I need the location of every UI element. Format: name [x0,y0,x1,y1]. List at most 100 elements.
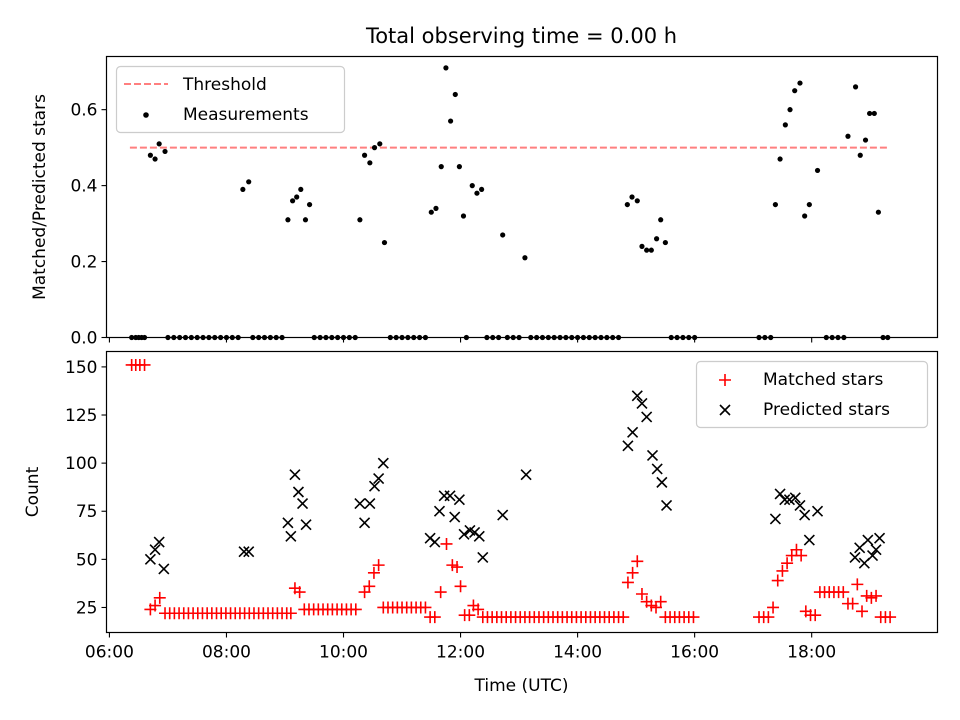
predicted-stars-point [354,497,366,510]
count-y-axis-ticks: 25 50 75 100 125 150 [65,358,107,618]
measurements-point [438,164,444,170]
measurements-point [448,118,454,124]
predicted-stars-point [289,469,301,481]
measurements-point [875,209,881,215]
measurements-point [456,164,462,170]
matched-stars-point [837,586,850,599]
measurements-point [298,186,304,193]
matched-stars-point [687,611,700,624]
measurements-point [289,198,296,204]
count-x-tick-label: 10:00 [319,643,368,663]
measurements-point [285,217,291,223]
measurements-point [629,194,635,200]
measurements-point [782,122,788,128]
predicted-stars-point [444,490,456,502]
ratio-panel: 0.0 0.2 0.4 0.6 Matched/Predicted stars Thr… [30,55,939,349]
measurements-point [797,80,803,86]
ratio-y-tick-label: 0.0 [70,329,97,349]
matched-stars-point [454,580,467,593]
ratio-y-tick-label: 0.6 [70,101,97,121]
measurements-point [500,232,506,238]
matched-stars-point [635,588,648,601]
matched-stars-point [284,607,297,620]
measurements-point [469,183,475,189]
count-y-tick-label: 150 [65,358,97,378]
measurements-point [644,247,650,253]
measurements-point [653,236,660,242]
matched-stars-point [153,591,166,604]
predicted-stars-point [149,544,161,556]
predicted-stars-point [622,440,634,452]
measurements-point [624,201,630,208]
predicted-stars-point [477,551,489,564]
predicted-stars-point [769,513,781,525]
ratio-y-tick-label: 0.4 [70,177,97,197]
measurements-point [240,186,246,193]
measurements-point [852,84,859,90]
measurements-point [662,239,668,246]
count-plot-marks [125,358,897,624]
measurements-point [377,141,383,147]
measurements-point [806,201,812,208]
predicted-stars-point [453,494,465,506]
predicted-stars-point [144,553,156,565]
measurements-point [443,65,449,71]
measurements-legend-swatch [143,112,149,118]
predicted-stars-point [377,457,389,469]
predicted-stars-point [285,530,297,542]
matched-stars-point [349,603,362,616]
measurements-point [845,133,851,139]
predicted-stars-point [243,546,255,558]
matched-stars-point [440,537,453,550]
predicted-stars-point [429,536,441,548]
matched-stars-point [771,574,784,587]
count-plot-frame [105,350,939,634]
count-y-tick-label: 25 [76,598,98,618]
predicted-stars-point [641,411,653,423]
measurements-point [522,255,528,261]
predicted-stars-point [811,505,824,517]
count-legend-box [695,360,929,429]
matched-stars-point [434,586,447,599]
measurements-point [357,217,363,223]
count-y-tick-label: 100 [65,454,97,474]
count-legend: Matched stars Predicted stars [695,360,929,429]
predicted-stars-point [497,509,509,521]
ratio-y-axis-label: Matched/Predicted stars [30,94,50,300]
predicted-stars-point [292,486,305,498]
measurements-point [792,88,798,94]
count-x-tick-label: 18:00 [787,643,836,663]
measurements-point [802,213,808,219]
predicted-stars-point [627,426,639,438]
matched-stars-point [809,609,822,622]
matched-stars-point [617,611,630,624]
count-y-tick-label: 50 [76,550,98,570]
predicted-stars-point [373,472,385,485]
predicted-stars-point [660,499,673,512]
predicted-stars-point [153,536,165,548]
count-y-axis-label: Count [23,466,43,517]
matched-stars-point [138,358,151,371]
matched-stars-point [621,576,634,589]
predicted-legend-swatch [719,404,731,416]
measurements-point [460,213,467,219]
predicted-stars-point [458,528,470,540]
matched-stars-point [428,611,441,624]
measurements-point [772,201,778,208]
count-y-tick-label: 75 [76,502,98,522]
measurements-point [306,201,313,208]
predicted-stars-point [849,551,861,564]
measurements-point [152,156,158,162]
matched-stars-point [767,601,780,614]
measurements-point [246,179,252,185]
count-y-tick-label: 125 [65,406,97,426]
matched-stars-point [851,578,864,591]
measurements-point [474,190,480,196]
count-x-tick-label: 08:00 [202,643,251,663]
measurements-point [294,194,300,200]
measurements-point [814,167,821,174]
matched-stars-point [463,609,476,622]
ratio-plot-frame [105,55,939,339]
predicted-stars-point [433,505,446,517]
